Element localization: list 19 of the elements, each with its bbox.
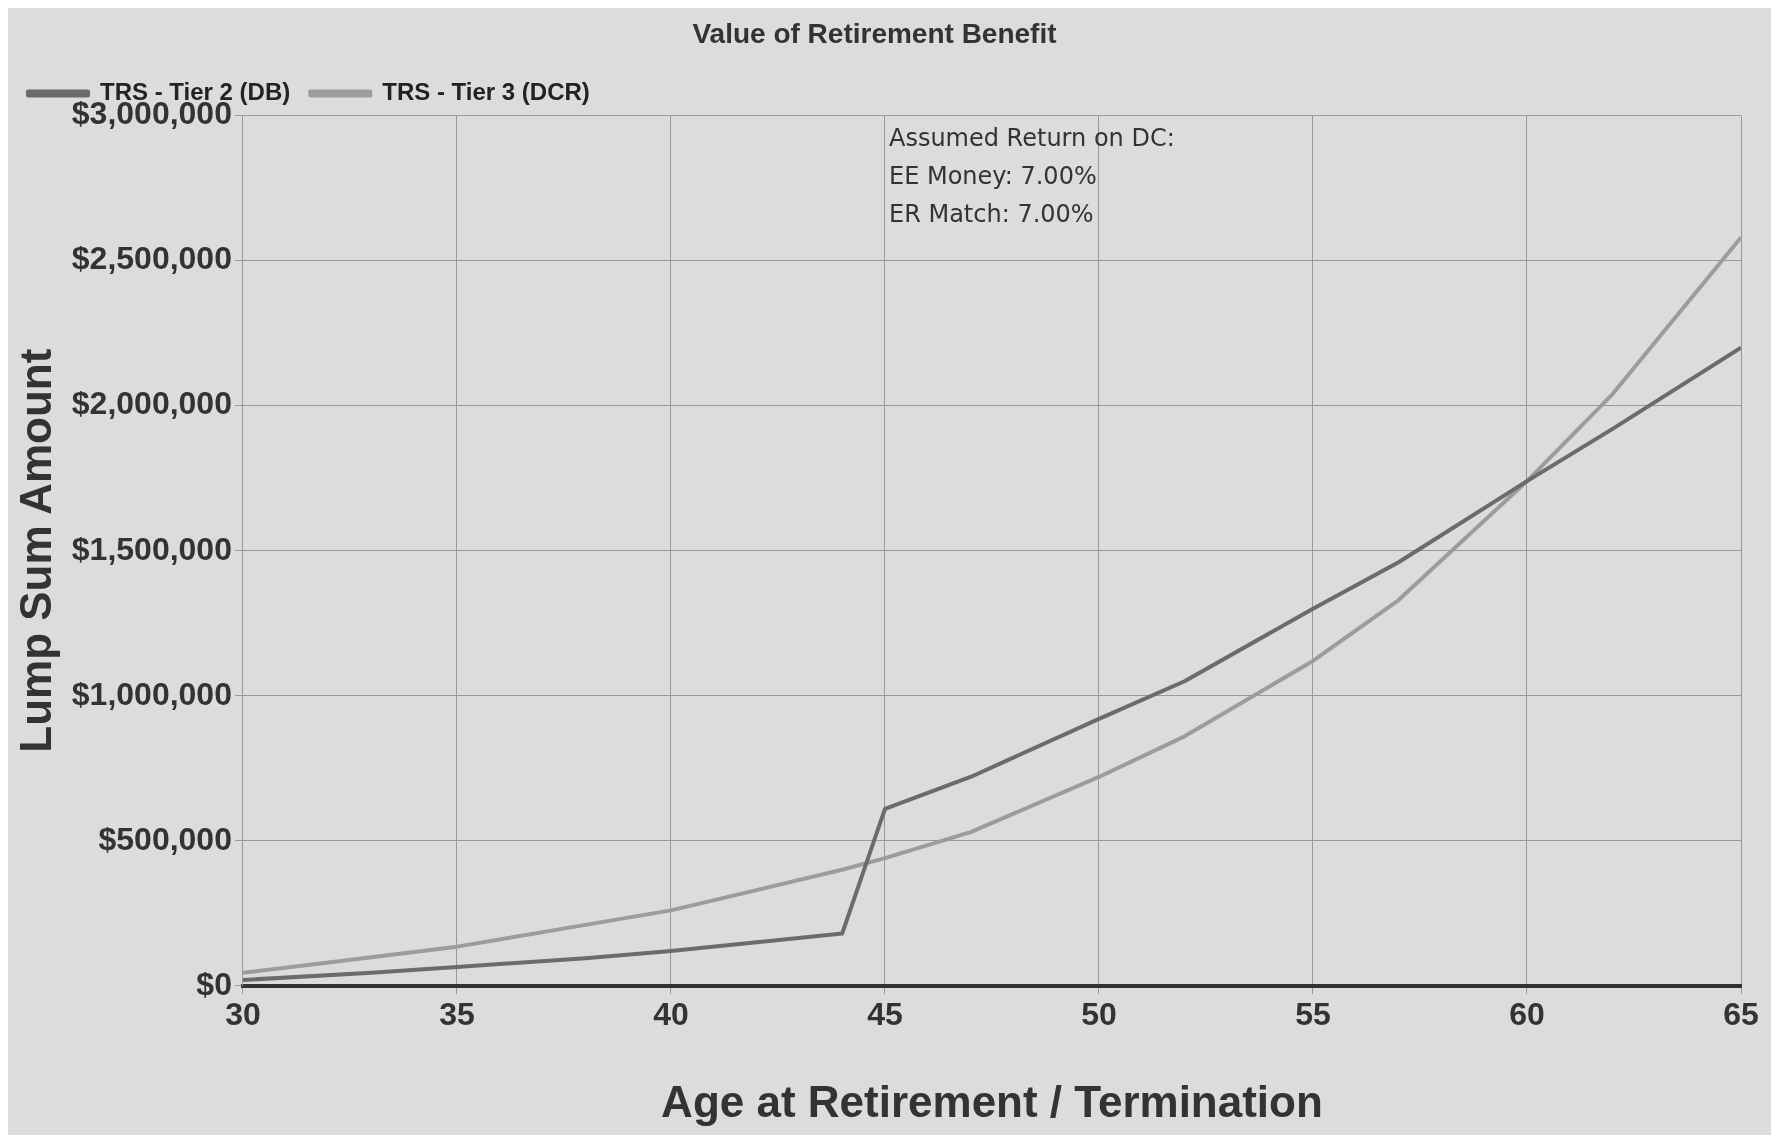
x-tick-label: 65 [1723, 995, 1759, 1032]
y-tick-label: $2,000,000 [71, 385, 232, 422]
y-tick-label: $1,500,000 [71, 530, 232, 567]
y-axis-title: Lump Sum Amount [10, 348, 60, 753]
x-tick-label: 45 [867, 995, 903, 1032]
annotation: ER Match: 7.00% [888, 199, 1094, 228]
x-axis-title: Age at Retirement / Termination [661, 1076, 1323, 1126]
x-tick-label: 55 [1295, 995, 1331, 1032]
x-tick-label: 35 [439, 995, 475, 1032]
x-tick-label: 60 [1509, 995, 1545, 1032]
y-tick-label: $2,500,000 [71, 240, 232, 277]
x-tick-label: 40 [653, 995, 689, 1032]
y-tick-label: $1,000,000 [71, 675, 232, 712]
legend-label: TRS - Tier 3 (DCR) [382, 78, 590, 106]
y-tick-label: $500,000 [98, 820, 232, 857]
annotation: EE Money: 7.00% [888, 161, 1097, 190]
chart-title: Value of Retirement Benefit [692, 17, 1057, 49]
annotation: Assumed Return on DC: [888, 123, 1175, 152]
x-tick-label: 50 [1081, 995, 1117, 1032]
